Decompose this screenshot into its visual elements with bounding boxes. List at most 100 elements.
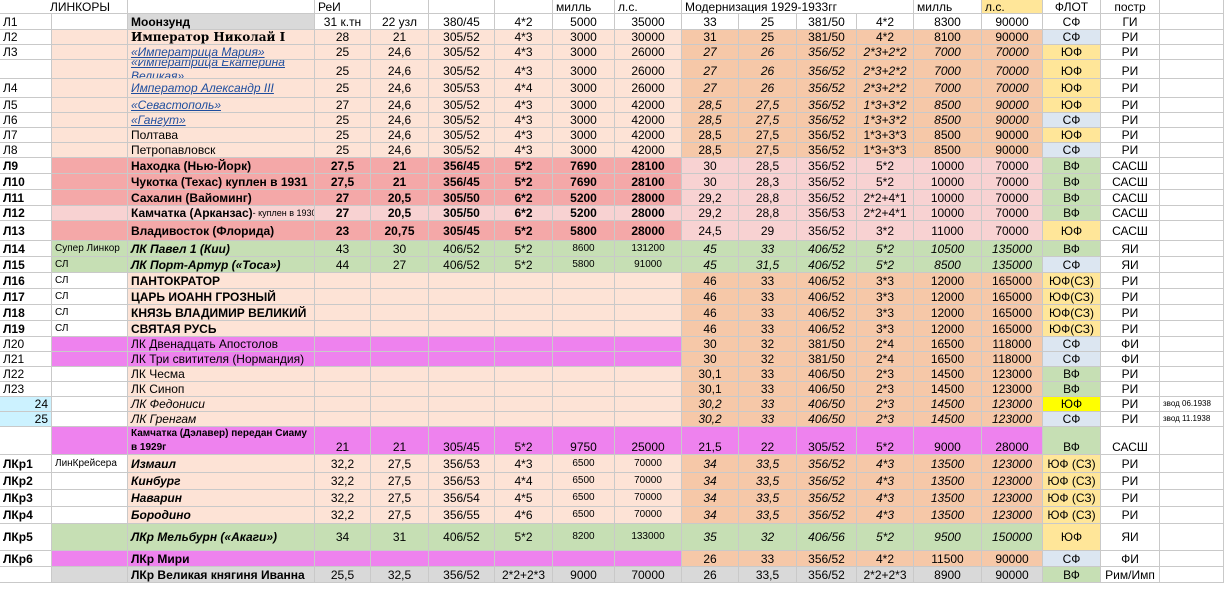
power-cell[interactable]: 42000 <box>615 143 682 158</box>
row-id-cell[interactable]: ЛКр3 <box>0 490 52 507</box>
builder-cell[interactable]: РИ <box>1101 128 1160 143</box>
mod-displacement-cell[interactable]: 28,5 <box>682 128 739 143</box>
gun-layout-cell[interactable] <box>495 273 553 289</box>
displacement-cell[interactable]: 27 <box>315 190 371 206</box>
row-id-cell[interactable]: Л3 <box>0 45 52 60</box>
builder-cell[interactable]: САСШ <box>1101 427 1160 455</box>
ship-name-cell[interactable]: ЛК Три свитителя (Нормандия) <box>128 352 315 367</box>
mod-displacement-cell[interactable]: 26 <box>682 551 739 567</box>
mod-speed-cell[interactable]: 33 <box>739 382 797 397</box>
mod-power-cell[interactable]: 70000 <box>982 190 1043 206</box>
class-note-cell[interactable] <box>52 382 128 397</box>
ship-name-cell[interactable]: ЛК Чесма <box>128 367 315 382</box>
mod-speed-cell[interactable]: 33 <box>739 289 797 305</box>
mod-displacement-cell[interactable]: 33 <box>682 14 739 30</box>
mod-gun-caliber-cell[interactable]: 381/50 <box>797 30 857 45</box>
fleet-cell[interactable]: ВФ <box>1043 427 1101 455</box>
mod-gun-caliber-cell[interactable]: 356/52 <box>797 455 857 473</box>
power-cell[interactable]: 28000 <box>615 206 682 221</box>
mod-speed-cell[interactable]: 28,3 <box>739 174 797 190</box>
builder-cell[interactable]: РИ <box>1101 113 1160 128</box>
row-id-cell[interactable]: Л10 <box>0 174 52 190</box>
gun-layout-cell[interactable] <box>495 289 553 305</box>
gun-caliber-cell[interactable]: 356/45 <box>429 174 495 190</box>
note-cell[interactable] <box>1160 174 1224 190</box>
displacement-cell[interactable] <box>315 551 371 567</box>
displacement-cell[interactable]: 27 <box>315 206 371 221</box>
row-id-cell[interactable] <box>0 427 52 455</box>
builder-cell[interactable]: РИ <box>1101 490 1160 507</box>
ship-name-cell[interactable]: ЛК Синоп <box>128 382 315 397</box>
power-cell[interactable]: 25000 <box>615 427 682 455</box>
row-id-cell[interactable]: Л21 <box>0 352 52 367</box>
class-note-cell[interactable] <box>52 113 128 128</box>
range-cell[interactable]: 3000 <box>553 79 615 98</box>
builder-cell[interactable]: РИ <box>1101 507 1160 524</box>
gun-caliber-cell[interactable]: 406/52 <box>429 241 495 257</box>
displacement-cell[interactable] <box>315 337 371 352</box>
note-cell[interactable] <box>1160 382 1224 397</box>
mod-gun-layout-cell[interactable]: 5*2 <box>857 524 914 551</box>
builder-cell[interactable]: ФИ <box>1101 352 1160 367</box>
power-cell[interactable]: 70000 <box>615 507 682 524</box>
ship-name-cell[interactable]: «Императрица Екатерина Великая» <box>128 60 315 79</box>
mod-gun-caliber-cell[interactable]: 356/52 <box>797 507 857 524</box>
mod-speed-cell[interactable]: 32 <box>739 352 797 367</box>
ship-name-cell[interactable]: ЛКр Мельбурн («Акаги») <box>128 524 315 551</box>
mod-speed-cell[interactable]: 25 <box>739 14 797 30</box>
mod-displacement-cell[interactable]: 24,5 <box>682 221 739 241</box>
speed-cell[interactable]: 24,6 <box>371 45 429 60</box>
displacement-cell[interactable] <box>315 305 371 321</box>
speed-cell[interactable]: 27 <box>371 257 429 273</box>
mod-speed-cell[interactable]: 27,5 <box>739 143 797 158</box>
mod-range-cell[interactable]: 12000 <box>914 321 982 337</box>
mod-range-cell[interactable]: 10500 <box>914 241 982 257</box>
row-id-cell[interactable]: Л5 <box>0 98 52 113</box>
fleet-cell[interactable]: СФ <box>1043 352 1101 367</box>
displacement-cell[interactable]: 23 <box>315 221 371 241</box>
speed-cell[interactable]: 20,75 <box>371 221 429 241</box>
mod-range-cell[interactable]: 14500 <box>914 367 982 382</box>
power-cell[interactable]: 70000 <box>615 490 682 507</box>
displacement-cell[interactable] <box>315 289 371 305</box>
row-id-cell[interactable]: Л2 <box>0 30 52 45</box>
mod-gun-caliber-cell[interactable]: 356/52 <box>797 113 857 128</box>
displacement-cell[interactable]: 27,5 <box>315 174 371 190</box>
range-cell[interactable] <box>553 305 615 321</box>
power-cell[interactable]: 91000 <box>615 257 682 273</box>
gun-layout-cell[interactable]: 4*3 <box>495 113 553 128</box>
mod-power-cell[interactable]: 70000 <box>982 45 1043 60</box>
speed-cell[interactable] <box>371 273 429 289</box>
header-cell-16[interactable] <box>1160 0 1224 14</box>
builder-cell[interactable]: САСШ <box>1101 221 1160 241</box>
range-cell[interactable]: 8200 <box>553 524 615 551</box>
class-note-cell[interactable] <box>52 143 128 158</box>
displacement-cell[interactable]: 32,2 <box>315 455 371 473</box>
note-cell[interactable] <box>1160 206 1224 221</box>
fleet-cell[interactable]: ЮФ (СЗ) <box>1043 507 1101 524</box>
mod-range-cell[interactable]: 8900 <box>914 567 982 583</box>
displacement-cell[interactable]: 32,2 <box>315 473 371 490</box>
speed-cell[interactable]: 24,6 <box>371 79 429 98</box>
gun-layout-cell[interactable]: 6*2 <box>495 190 553 206</box>
row-id-cell[interactable]: ЛКр2 <box>0 473 52 490</box>
power-cell[interactable]: 42000 <box>615 113 682 128</box>
displacement-cell[interactable]: 25 <box>315 143 371 158</box>
mod-range-cell[interactable]: 8100 <box>914 30 982 45</box>
range-cell[interactable] <box>553 352 615 367</box>
gun-layout-cell[interactable]: 4*3 <box>495 455 553 473</box>
mod-range-cell[interactable]: 13500 <box>914 455 982 473</box>
mod-gun-caliber-cell[interactable]: 356/52 <box>797 143 857 158</box>
mod-range-cell[interactable]: 12000 <box>914 273 982 289</box>
mod-gun-layout-cell[interactable]: 2*3+2*2 <box>857 45 914 60</box>
mod-gun-layout-cell[interactable]: 2*3 <box>857 382 914 397</box>
mod-speed-cell[interactable]: 28,5 <box>739 158 797 174</box>
ship-name-cell[interactable]: ЛК Порт-Артур («Тоса») <box>128 257 315 273</box>
speed-cell[interactable] <box>371 382 429 397</box>
fleet-cell[interactable]: ЮФ (СЗ) <box>1043 473 1101 490</box>
row-id-cell[interactable]: ЛКр5 <box>0 524 52 551</box>
mod-power-cell[interactable]: 165000 <box>982 321 1043 337</box>
power-cell[interactable] <box>615 289 682 305</box>
fleet-cell[interactable]: ВФ <box>1043 206 1101 221</box>
fleet-cell[interactable]: ЮФ <box>1043 524 1101 551</box>
